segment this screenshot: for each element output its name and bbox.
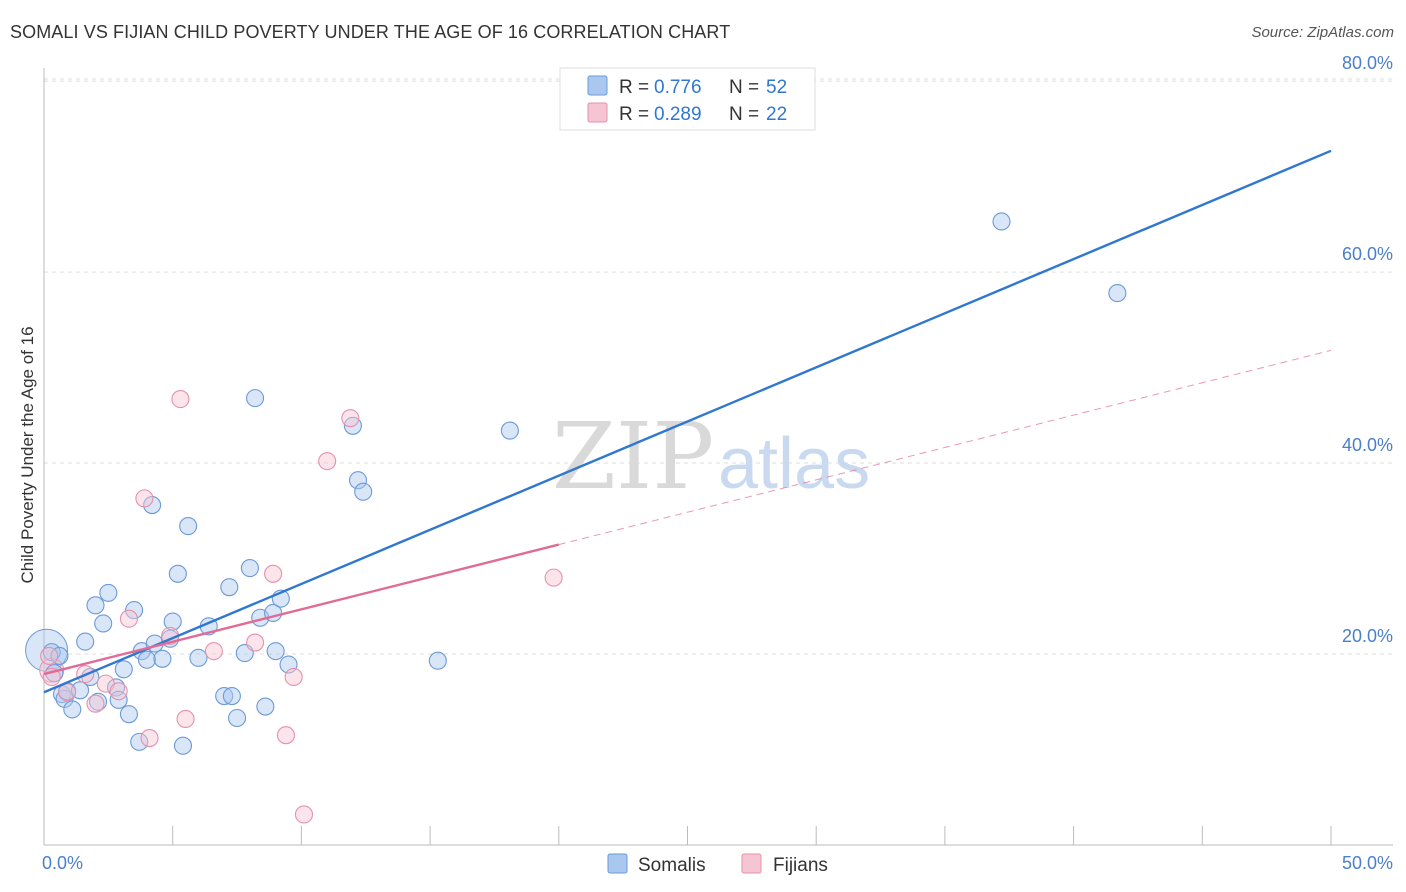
point-somalis [86, 596, 105, 615]
series-swatch-fijians [741, 853, 762, 874]
point-fijians [109, 682, 128, 701]
series-label-somalis: Somalis [638, 855, 706, 876]
point-somalis [500, 421, 519, 440]
y-tick-label: 80.0% [1342, 53, 1393, 73]
point-somalis [220, 578, 239, 597]
y-tick-label: 60.0% [1342, 244, 1393, 264]
x-tick-labels: 0.0% 50.0% [42, 853, 1393, 873]
point-fijians [246, 633, 265, 652]
point-somalis [179, 517, 198, 536]
watermark-zip: ZIP [552, 403, 714, 510]
y-tick-label: 40.0% [1342, 435, 1393, 455]
series-label-fijians: Fijians [773, 855, 828, 876]
point-somalis [266, 642, 285, 661]
chart-title: SOMALI VS FIJIAN CHILD POVERTY UNDER THE… [10, 22, 731, 42]
point-somalis [130, 732, 149, 751]
point-somalis [189, 648, 208, 667]
point-somalis [222, 686, 241, 706]
watermark: ZIP atlas [552, 403, 870, 510]
point-somalis [50, 646, 69, 665]
legend-n-label-somalis: N = [729, 77, 759, 98]
point-fijians [294, 805, 314, 824]
axes [43, 68, 1393, 846]
point-somalis [1108, 284, 1127, 303]
point-somalis [76, 632, 95, 651]
point-fijians [40, 646, 59, 665]
y-tick-labels: 20.0% 40.0% 60.0% 80.0% [1342, 53, 1393, 646]
legend-r-value-fijians: 0.289 [654, 104, 702, 125]
point-somalis [89, 692, 108, 711]
trend-line-extension-fijians [558, 349, 1332, 546]
legend-swatch-somalis [587, 75, 608, 96]
point-somalis [63, 700, 82, 719]
point-somalis [143, 496, 162, 515]
legend-swatch-fijians [587, 102, 608, 123]
legend-r-label-somalis: R = [619, 77, 649, 98]
point-fijians [140, 729, 159, 748]
point-somalis [163, 612, 182, 631]
point-fijians [318, 452, 337, 471]
legend-n-label-fijians: N = [729, 104, 759, 125]
point-somalis [348, 471, 368, 490]
source-label: Source: ZipAtlas.com [1251, 24, 1394, 41]
point-fijians [276, 726, 296, 745]
point-somalis [137, 650, 157, 669]
x-tick-label: 50.0% [1342, 853, 1393, 873]
series-swatch-somalis [607, 853, 628, 874]
legend: R = 0.776 N = 52 R = 0.289 N = 22 [559, 67, 816, 131]
point-fijians [135, 489, 154, 508]
point-fijians [86, 694, 105, 713]
point-somalis [240, 559, 259, 578]
point-fijians [284, 667, 303, 686]
x-tick-label: 0.0% [42, 853, 83, 873]
point-somalis [246, 389, 265, 408]
legend-n-value-somalis: 52 [766, 77, 787, 98]
series-legend: Somalis Fijians [607, 853, 828, 876]
point-somalis [125, 601, 144, 620]
point-fijians [119, 609, 138, 628]
y-tick-label: 20.0% [1342, 626, 1393, 646]
data-points [25, 212, 1127, 824]
trend-lines [43, 149, 1332, 694]
point-fijians [204, 642, 223, 661]
point-fijians [171, 390, 190, 409]
legend-n-value-fijians: 22 [766, 104, 787, 125]
point-somalis [119, 705, 138, 724]
point-somalis [992, 212, 1011, 231]
point-fijians [544, 568, 563, 587]
legend-r-label-fijians: R = [619, 104, 649, 125]
trend-line-fijians [43, 543, 560, 676]
point-fijians [341, 409, 360, 428]
trend-line-somalis [43, 149, 1332, 694]
point-somalis-cluster [25, 628, 69, 672]
watermark-atlas: atlas [718, 424, 870, 504]
point-somalis [99, 583, 118, 602]
point-somalis [428, 651, 447, 670]
point-somalis [94, 614, 113, 633]
point-somalis [228, 708, 247, 728]
point-fijians [264, 564, 283, 583]
point-somalis [354, 482, 373, 501]
point-somalis [173, 736, 193, 755]
point-somalis [215, 686, 234, 706]
point-somalis [256, 697, 275, 716]
point-somalis [114, 660, 133, 679]
point-fijians [176, 709, 195, 729]
point-somalis [168, 564, 187, 583]
legend-r-value-somalis: 0.776 [654, 77, 702, 98]
point-somalis [153, 649, 172, 668]
